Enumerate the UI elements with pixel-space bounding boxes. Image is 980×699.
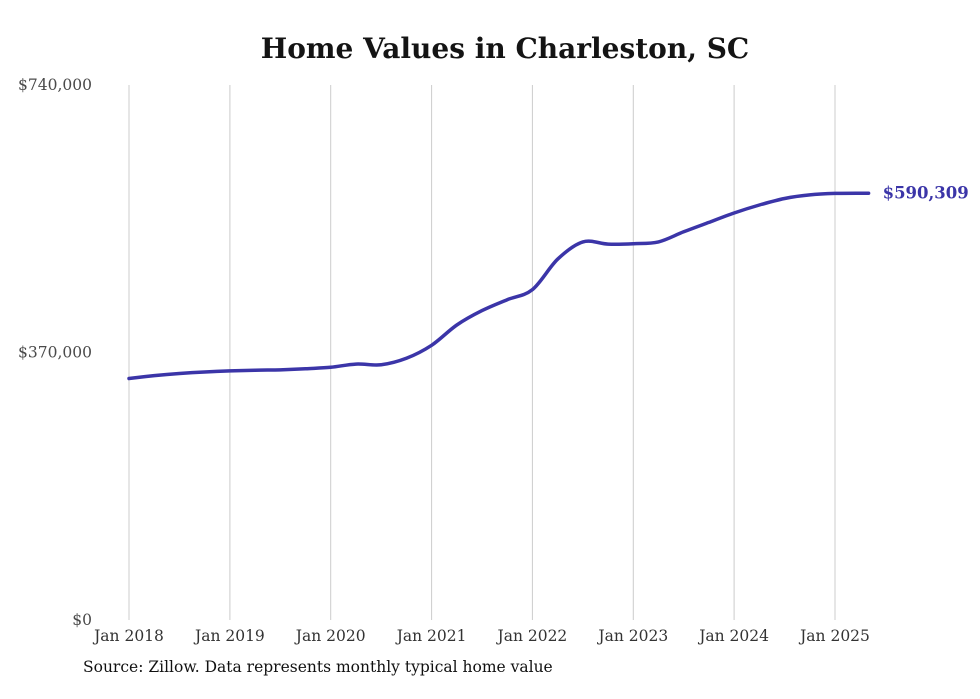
x-axis-labels: Jan 2018 Jan 2019 Jan 2020 Jan 2021 Jan 2022… <box>92 627 870 645</box>
series-line <box>127 191 871 381</box>
end-value-label: $590,309 <box>883 184 969 203</box>
x-tick-label: Jan 2025 <box>798 627 870 645</box>
x-tick-label: Jan 2018 <box>92 627 164 645</box>
chart-title: Home Values in Charleston, SC <box>261 32 749 65</box>
source-note: Source: Zillow. Data represents monthly … <box>83 658 553 676</box>
y-tick-label: $0 <box>72 611 92 629</box>
gridlines <box>128 85 836 620</box>
y-tick-label: $740,000 <box>18 76 92 94</box>
x-tick-label: Jan 2020 <box>294 627 366 645</box>
x-tick-label: Jan 2021 <box>395 627 467 645</box>
y-axis-labels: $0 $370,000 $740,000 <box>18 76 92 629</box>
x-tick-label: Jan 2022 <box>495 627 567 645</box>
x-tick-label: Jan 2023 <box>596 627 668 645</box>
x-tick-label: Jan 2024 <box>697 627 769 645</box>
y-tick-label: $370,000 <box>18 344 92 362</box>
x-tick-label: Jan 2019 <box>193 627 265 645</box>
